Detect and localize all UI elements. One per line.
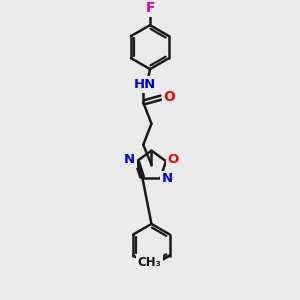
Text: CH₃: CH₃ (137, 256, 161, 269)
Text: HN: HN (134, 78, 156, 91)
Text: O: O (164, 90, 176, 104)
Text: N: N (124, 153, 135, 166)
Text: O: O (168, 153, 179, 166)
Text: F: F (145, 1, 155, 15)
Text: N: N (162, 172, 173, 185)
